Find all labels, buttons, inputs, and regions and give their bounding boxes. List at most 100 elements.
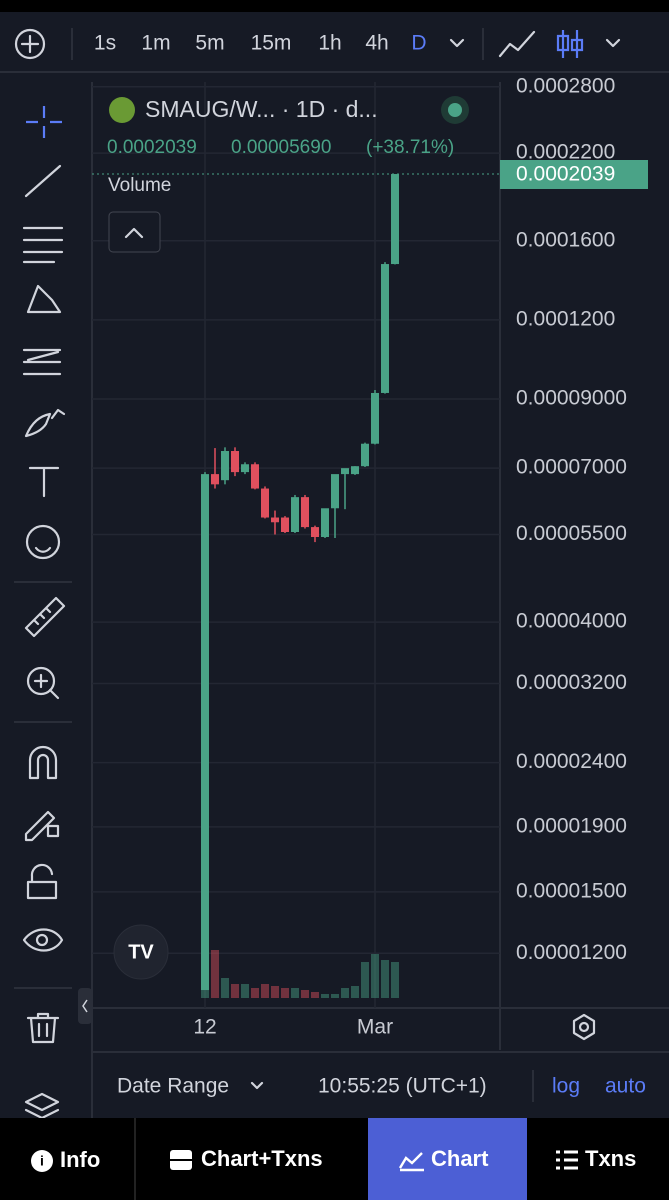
left-toolbar [14,106,72,1120]
candle-body [241,464,249,473]
volume-bar [351,986,359,998]
x-tick-label: Mar [357,1016,393,1039]
delete-tool[interactable] [26,1012,60,1044]
date-dropdown [250,1081,264,1090]
candle-body [351,466,359,475]
tab[interactable]: Info [60,1147,100,1172]
y-tick-label: 0.00002400 [516,750,627,773]
candle-body [381,264,389,393]
interval[interactable]: 1h [318,32,341,55]
candle-body [361,443,369,467]
volume-label: Volume [108,175,171,196]
candle-body [211,474,219,485]
candle-body [231,451,239,473]
interval-dropdown[interactable] [449,38,465,48]
zoom-icon [33,673,60,700]
active-tab-bg [368,1118,527,1200]
auto-toggle[interactable]: auto [605,1075,646,1098]
brush-tool[interactable] [24,408,66,438]
y-tick-label: 0.0001200 [516,307,615,330]
volume-bar [251,988,259,998]
candle-body [261,488,269,518]
volume-bar [361,962,369,998]
emoji-tool[interactable] [25,524,61,560]
info-icon [31,1150,53,1172]
fib-tool[interactable] [22,226,64,264]
volume-bar [221,978,229,998]
volume-bar [231,984,239,998]
symbol: SMAUG/W... · 1D · d... [145,96,378,122]
y-tick-label: 0.0002800 [516,74,615,97]
line-tool[interactable] [24,164,62,198]
volume-bar [271,986,279,998]
candle-body [311,527,319,538]
candle-body [251,464,259,489]
volume-bar [281,988,289,998]
tab[interactable]: Chart [431,1146,489,1171]
candle-body [201,474,209,991]
settings[interactable] [572,1013,596,1041]
interval[interactable]: 1s [94,32,116,55]
volume-bar [331,994,339,998]
y-tick-label: 0.0002200 [516,141,615,164]
volume-bar [211,950,219,998]
crosshair-tool[interactable] [26,106,62,138]
tab[interactable]: Chart+Txns [201,1146,323,1171]
tab[interactable]: Txns [585,1146,636,1171]
collapse-indicators[interactable] [108,211,161,253]
zoom-tool[interactable] [26,666,56,696]
chevron [124,227,144,239]
text-tool[interactable] [28,466,60,498]
volume-bar [321,994,329,998]
interval[interactable]: 1m [141,32,170,55]
interval[interactable]: 4h [365,32,388,55]
tv-logo [113,924,169,980]
candle-body [301,497,309,528]
pattern-tool[interactable] [26,284,62,314]
y-tick-label: 0.00003200 [516,671,627,694]
y-tick-label: 0.00001200 [516,941,627,964]
candle-body [321,508,329,538]
change: 0.00005690 [231,137,331,158]
y-tick-label: 0.00001500 [516,879,627,902]
y-tick-label: 0.0001600 [516,228,615,251]
last-price-tag [500,160,648,189]
log-toggle[interactable]: log [552,1075,580,1098]
volume-bar [341,988,349,998]
tab-icon [398,1152,424,1172]
collapse-handle[interactable] [78,988,92,1024]
y-tick-label: 0.00007000 [516,456,627,479]
change-pct: (+38.71%) [366,137,454,158]
settings-dot [578,1021,590,1033]
candle-body [391,174,399,265]
interval[interactable]: 15m [251,32,292,55]
last-price-text: 0.0002039 [516,163,615,186]
eye [35,933,49,947]
candle-body [281,517,289,532]
ruler-tool[interactable] [24,596,66,638]
time: 10:55:25 (UTC+1) [318,1075,487,1098]
interval[interactable]: D [411,32,426,55]
magnet-tool[interactable] [28,745,58,780]
lock-drawing[interactable] [24,810,60,842]
line-type[interactable] [498,30,536,58]
volume-bar [301,990,309,998]
interval[interactable]: 5m [195,32,224,55]
status-dot [448,103,462,117]
y-tick-label: 0.00005500 [516,522,627,545]
y-tick-label: 0.00004000 [516,610,627,633]
collapse-icon [82,999,88,1013]
candle-type[interactable] [556,30,584,58]
add-button[interactable] [14,28,46,60]
x-tick-label: 12 [193,1016,216,1039]
forecast-tool[interactable] [22,348,62,376]
hide-tool[interactable] [22,928,64,952]
type-dropdown[interactable] [605,38,621,48]
date-range[interactable]: Date Range [117,1075,229,1098]
unlock-tool[interactable] [26,863,58,900]
candle-body [271,517,279,523]
add-icon [20,34,40,54]
